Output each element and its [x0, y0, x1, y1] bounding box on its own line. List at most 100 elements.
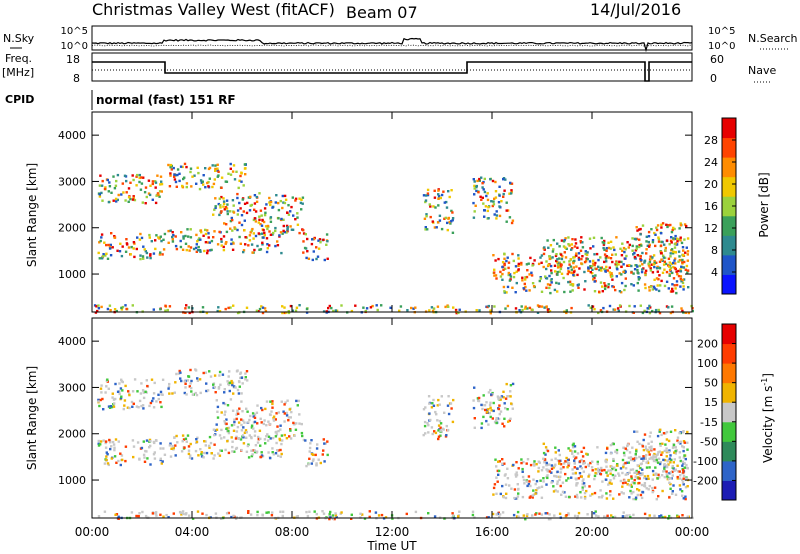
- data-point: [623, 515, 626, 518]
- data-point: [593, 253, 596, 256]
- data-point: [169, 455, 173, 458]
- nave-tick-low: 0: [710, 72, 717, 85]
- data-point: [319, 241, 322, 244]
- data-point: [529, 463, 533, 467]
- data-point: [574, 238, 577, 241]
- data-point: [269, 216, 273, 219]
- data-point: [626, 473, 629, 476]
- data-point: [477, 191, 480, 194]
- data-point: [486, 198, 490, 202]
- data-point: [289, 428, 292, 431]
- data-point: [229, 306, 232, 309]
- data-point: [621, 242, 624, 245]
- data-point: [474, 204, 477, 207]
- velocity-colorbar-label-a: Velocity [m s: [761, 386, 775, 463]
- data-point: [483, 215, 486, 218]
- data-point: [611, 253, 614, 256]
- data-point: [285, 414, 289, 417]
- data-point: [434, 410, 437, 414]
- data-point: [427, 395, 431, 398]
- data-point: [632, 272, 635, 275]
- data-point: [113, 235, 116, 238]
- data-point: [587, 266, 590, 269]
- data-point: [431, 432, 434, 436]
- data-point: [669, 477, 672, 480]
- data-point: [260, 224, 264, 227]
- data-point: [622, 492, 625, 495]
- data-point: [477, 396, 481, 400]
- data-point: [222, 202, 226, 205]
- data-point: [574, 457, 577, 460]
- data-point: [567, 464, 570, 467]
- data-point: [431, 402, 434, 405]
- data-point: [227, 383, 231, 387]
- data-point: [119, 242, 122, 245]
- data-point: [311, 238, 314, 241]
- data-point: [202, 371, 205, 375]
- data-point: [679, 268, 682, 271]
- data-point: [640, 457, 643, 460]
- data-point: [676, 475, 679, 479]
- data-point: [624, 284, 627, 288]
- data-point: [633, 482, 636, 485]
- data-point: [504, 307, 507, 310]
- data-point: [274, 244, 277, 248]
- data-point: [490, 200, 493, 203]
- data-point: [518, 309, 521, 312]
- data-point: [319, 461, 322, 465]
- data-point: [243, 219, 246, 222]
- data-point: [177, 372, 181, 375]
- data-point: [638, 477, 641, 480]
- data-point: [656, 461, 660, 464]
- data-point: [624, 248, 627, 251]
- data-point: [271, 436, 275, 440]
- data-point: [604, 451, 608, 455]
- x-tick-label: 08:00: [275, 525, 310, 539]
- data-point: [651, 239, 655, 242]
- data-point: [155, 439, 158, 442]
- data-point: [148, 233, 151, 237]
- data-point: [150, 240, 153, 243]
- colorbar-segment: [722, 324, 736, 345]
- data-point: [294, 428, 298, 431]
- data-point: [499, 398, 502, 401]
- data-point: [104, 254, 107, 257]
- data-point: [572, 266, 575, 269]
- data-point: [676, 470, 680, 473]
- data-point: [636, 464, 639, 467]
- y-tick-label: 4000: [58, 335, 86, 348]
- data-point: [587, 304, 590, 307]
- data-point: [113, 402, 116, 405]
- data-point: [584, 465, 587, 469]
- data-point: [307, 257, 311, 260]
- data-point: [569, 290, 572, 293]
- data-point: [675, 283, 679, 287]
- data-point: [238, 380, 241, 384]
- data-point: [97, 307, 101, 310]
- data-point: [304, 233, 307, 236]
- data-point: [182, 235, 185, 238]
- data-point: [650, 263, 653, 266]
- data-point: [553, 464, 556, 468]
- data-point: [119, 397, 123, 400]
- data-point: [668, 273, 671, 276]
- colorbar-segment: [722, 480, 736, 501]
- data-point: [172, 234, 175, 237]
- data-point: [114, 382, 117, 386]
- data-point: [560, 263, 563, 266]
- data-point: [560, 272, 564, 275]
- data-point: [268, 230, 271, 233]
- data-point: [265, 435, 268, 438]
- data-point: [612, 442, 615, 446]
- colorbar-tick-label: 16: [704, 200, 718, 213]
- data-point: [189, 382, 192, 385]
- data-point: [509, 390, 512, 393]
- data-point: [503, 189, 506, 192]
- data-point: [498, 194, 501, 197]
- data-point: [570, 450, 574, 453]
- data-point: [513, 496, 516, 500]
- data-point: [135, 247, 138, 251]
- data-point: [596, 462, 599, 466]
- data-point: [208, 370, 211, 373]
- data-point: [175, 247, 179, 251]
